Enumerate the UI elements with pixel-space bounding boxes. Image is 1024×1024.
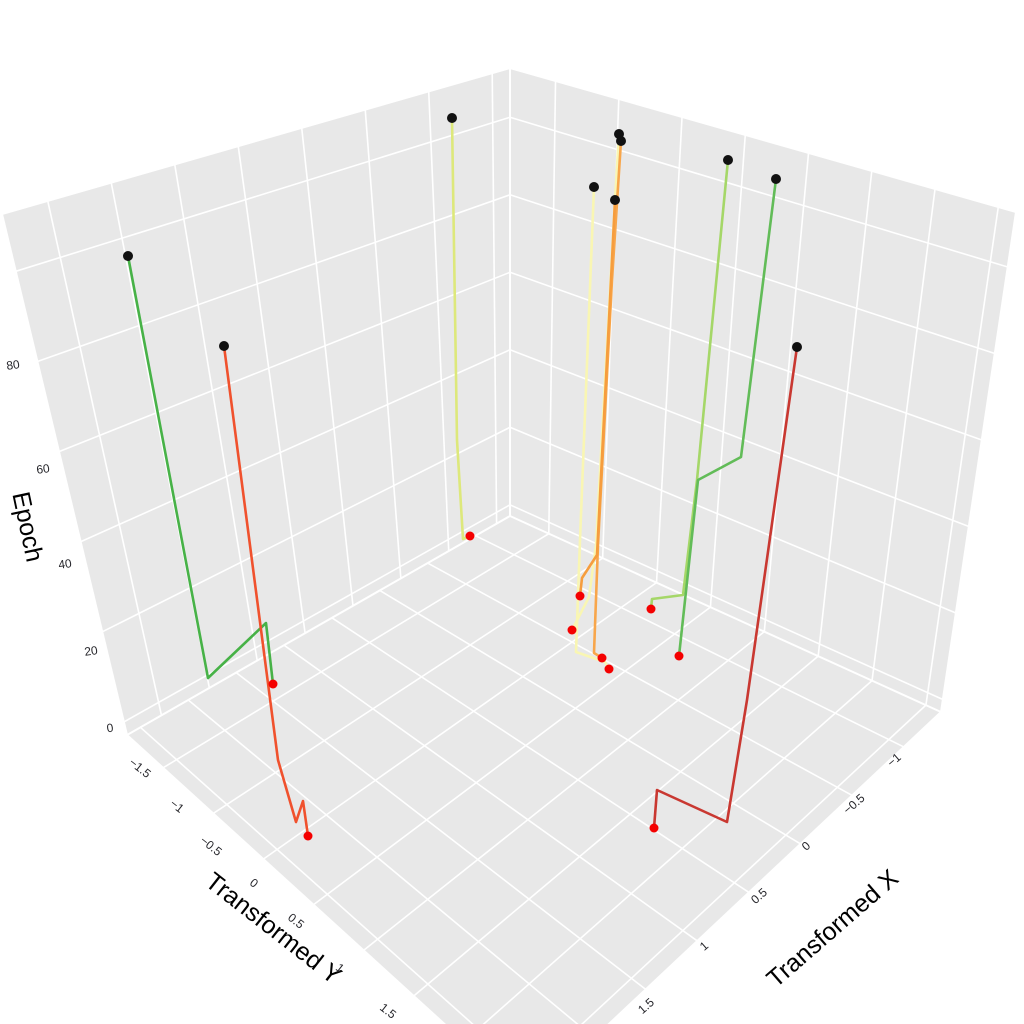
end-marker[interactable]: [616, 136, 626, 146]
grid-line: [427, 562, 853, 797]
grid-line: [509, 194, 996, 355]
end-marker[interactable]: [123, 251, 133, 261]
trajectory-line[interactable]: [222, 344, 310, 838]
grid-line: [46, 200, 163, 716]
start-marker[interactable]: [597, 653, 607, 663]
grid-line: [475, 534, 905, 748]
pane-edge: [940, 211, 1017, 713]
grid-line: [709, 134, 747, 608]
end-marker[interactable]: [771, 174, 781, 184]
end-marker[interactable]: [610, 195, 620, 205]
grid-line: [364, 109, 402, 579]
start-marker[interactable]: [465, 531, 475, 541]
grid-line: [547, 80, 557, 534]
grid-line: [427, 91, 450, 552]
pane-edge: [509, 515, 942, 713]
trajectory-lines: [126, 116, 799, 838]
grid-line: [262, 581, 658, 860]
pane-edge: [607, 711, 942, 1024]
trajectory-markers: [123, 113, 802, 841]
start-marker[interactable]: [303, 831, 313, 841]
grid-line: [312, 606, 711, 906]
start-marker[interactable]: [674, 651, 684, 661]
pane-edge: [126, 515, 511, 736]
trajectory-line[interactable]: [126, 254, 275, 686]
end-marker[interactable]: [723, 155, 733, 165]
grid-line: [871, 188, 936, 681]
grid-line: [15, 116, 511, 273]
end-marker[interactable]: [589, 182, 599, 192]
start-marker[interactable]: [268, 679, 278, 689]
grid-line: [413, 655, 819, 997]
grid-line: [101, 426, 511, 633]
grid-line: [237, 146, 306, 634]
trajectory-line[interactable]: [677, 177, 778, 658]
pane-edge: [1, 67, 511, 215]
grid-line: [363, 631, 765, 951]
grid-line: [817, 170, 873, 657]
grid-line: [509, 116, 1008, 268]
start-marker[interactable]: [604, 664, 614, 674]
start-marker[interactable]: [575, 591, 585, 601]
trajectory-line[interactable]: [570, 132, 621, 632]
grid-line: [283, 644, 698, 942]
grid-line: [331, 617, 750, 894]
end-marker[interactable]: [792, 342, 802, 352]
grid-line: [162, 532, 550, 769]
trajectory-line[interactable]: [652, 345, 799, 830]
grid-line: [212, 557, 604, 815]
end-marker[interactable]: [219, 341, 229, 351]
start-marker[interactable]: [567, 625, 577, 635]
trajectory-line[interactable]: [578, 198, 617, 598]
grid-line: [491, 73, 498, 524]
pane-edges: [1, 67, 1017, 1024]
grid-line: [80, 349, 511, 543]
grid-lines: [15, 73, 1008, 1024]
grid-line: [58, 271, 511, 453]
grid-line: [482, 680, 873, 1024]
grid-line: [123, 504, 511, 723]
grid-line: [300, 127, 354, 606]
grid-line: [235, 671, 647, 991]
start-marker[interactable]: [649, 823, 659, 833]
right-wall-pane: [510, 68, 1016, 712]
start-marker[interactable]: [646, 604, 656, 614]
grid-line: [173, 164, 259, 661]
pane-edge: [1, 213, 128, 736]
grid-line: [925, 206, 1000, 706]
end-marker[interactable]: [447, 113, 457, 123]
grid-line: [509, 504, 944, 701]
pane-edge: [509, 67, 1017, 213]
grid-line: [187, 699, 579, 1024]
grid-line: [37, 194, 511, 363]
grid-line: [763, 152, 810, 632]
trajectory-line[interactable]: [649, 158, 730, 611]
pane-edge: [126, 734, 446, 1024]
grid-line: [655, 116, 683, 583]
trajectory-line[interactable]: [574, 185, 611, 671]
grid-line: [139, 726, 474, 1024]
